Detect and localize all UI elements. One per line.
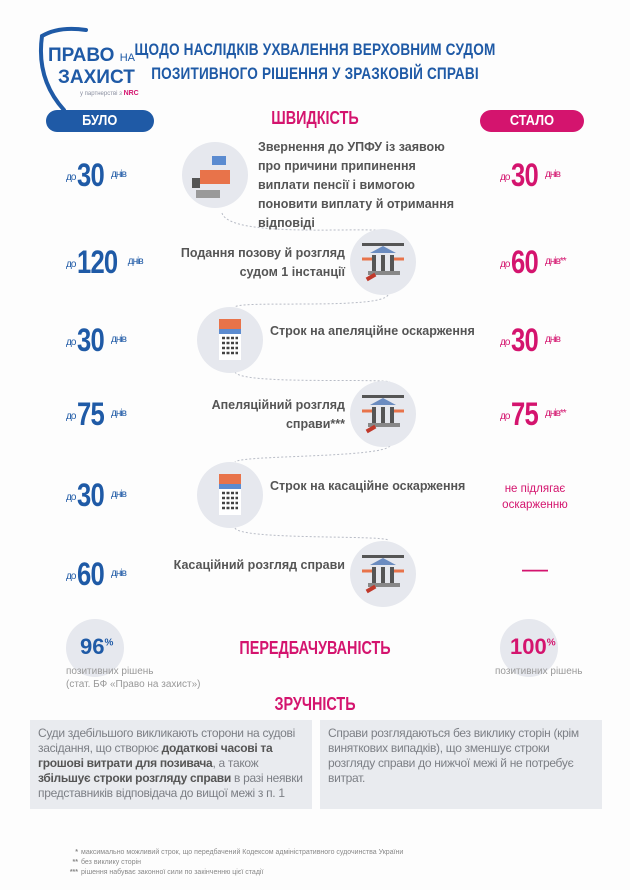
before-pill: БУЛО <box>46 110 154 132</box>
step-icon-circle <box>197 307 263 373</box>
stat-before: 96% <box>80 634 114 659</box>
step-text: Строк на апеляційне оскарження <box>270 324 475 338</box>
step-text: Строк на касаційне оскарження <box>270 479 466 493</box>
after-duration: до60 днів** <box>500 244 567 280</box>
logo-text-2: ЗАХИСТ <box>58 67 135 88</box>
title-line-2: ПОЗИТИВНОГО РІШЕННЯ У ЗРАЗКОВІЙ СПРАВІ <box>151 64 479 83</box>
before-duration: до60 днів <box>66 556 127 592</box>
stat-after: 100% <box>510 634 556 659</box>
courthouse-icon <box>362 395 404 434</box>
emphasis-text: збільшує строки розгляду справи <box>38 771 231 785</box>
footnote: * максимально можливий строк, що передбач… <box>75 849 404 856</box>
stat-circle-before <box>66 619 124 677</box>
before-duration: до75 днів <box>66 396 127 432</box>
step-icon-circle <box>350 229 416 295</box>
before-box: Суди здебільшого викликають сторони на с… <box>30 720 312 809</box>
after-text: — <box>522 553 548 583</box>
after-box: Справи розглядаються без виклику сторін … <box>320 720 602 809</box>
footnote: *** рішення набуває законної сили по закі… <box>69 869 264 876</box>
partner-logo: NRC <box>123 90 139 97</box>
after-duration: до30 днів <box>500 322 561 358</box>
after-duration: до30 днів <box>500 157 561 193</box>
logo-text-small: НА <box>119 52 135 64</box>
logo-partner: у партнерстві з <box>80 91 122 97</box>
title-line-1: ЩОДО НАСЛІДКІВ УХВАЛЕННЯ ВЕРХОВНИМ СУДОМ <box>134 40 496 59</box>
stat-after-label: позитивних рішень <box>495 666 583 677</box>
calendar-icon <box>219 319 241 360</box>
convenience-heading: ЗРУЧНІСТЬ <box>274 694 356 714</box>
step-icon-circle <box>182 142 248 208</box>
before-duration: до30 днів <box>66 477 127 513</box>
after-duration: до75 днів** <box>500 396 567 432</box>
box-text: , а також <box>212 756 259 770</box>
box-text: Суди здебільшого викликають сторони на с… <box>38 726 295 755</box>
calendar-icon <box>219 474 241 515</box>
office-reception-icon <box>192 156 230 198</box>
step-icon-circle <box>350 541 416 607</box>
stat-circle-after <box>500 619 558 677</box>
timeline-path <box>221 212 391 541</box>
courthouse-icon <box>362 243 404 282</box>
step-text: Подання позову й розгляд судом 1 інстанц… <box>180 246 345 279</box>
emphasis-text: додаткові часові та грошові витрати для … <box>38 741 273 770</box>
before-duration: до30 днів <box>66 322 127 358</box>
step-icon-circle <box>350 381 416 447</box>
box-text: в разі неявки представників відповідача … <box>38 771 303 800</box>
logo-text-1: ПРАВО <box>48 45 115 66</box>
step-text: Звернення до УПФУ із заявою про причини … <box>258 140 455 230</box>
page-title: ЩОДО НАСЛІДКІВ УХВАЛЕННЯ ВЕРХОВНИМ СУДОМ… <box>131 38 499 86</box>
step-icon-circle <box>197 462 263 528</box>
before-duration: до120 днів <box>66 244 144 280</box>
predictability-heading: ПЕРЕДБАЧУВАНІСТЬ <box>239 638 391 658</box>
step-text: Касаційний розгляд справи <box>173 558 345 572</box>
stat-before-label: позитивних рішень (стат. БФ «Право на зах… <box>66 666 201 690</box>
courthouse-icon <box>362 555 404 594</box>
speed-heading: ШВИДКІСТЬ <box>271 108 359 128</box>
after-text: не підлягає оскарженню <box>502 483 568 511</box>
shield-icon <box>38 26 88 112</box>
footnote: ** без виклику сторін <box>72 859 142 866</box>
logo: ПРАВО НА ЗАХИСТ у партнерстві з NRC <box>34 24 174 114</box>
after-pill: СТАЛО <box>480 110 584 132</box>
footnotes: * максимально можливий строк, що передбач… <box>62 848 404 878</box>
step-text: Апеляційний розгляд справи*** <box>211 398 345 431</box>
before-duration: до30 днів <box>66 157 127 193</box>
